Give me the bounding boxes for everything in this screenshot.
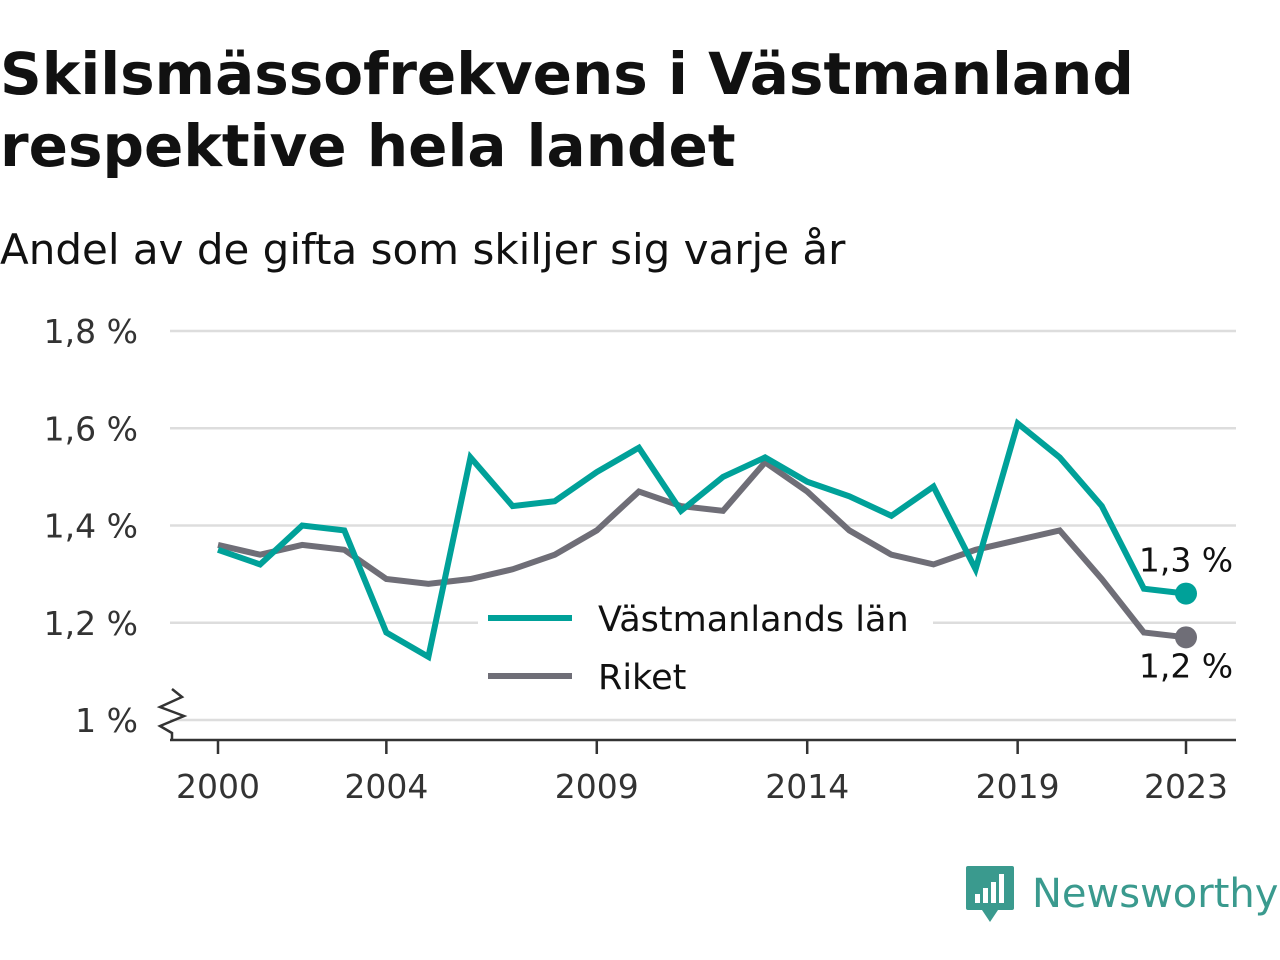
x-tick-label: 2014 (765, 767, 849, 806)
end-label-riket: 1,2 % (1139, 646, 1233, 685)
end-label-vastmanland: 1,3 % (1139, 541, 1233, 580)
newsworthy-logo-icon (966, 866, 1014, 922)
x-tick-label: 2019 (976, 767, 1060, 806)
end-point-riket (1175, 626, 1197, 649)
series-line-vastmanland (217, 418, 1187, 662)
grid-lines (170, 329, 1236, 722)
y-tick-label: 1,8 % (44, 312, 138, 351)
x-axis: 2000 2004 2009 2014 2019 2023 (170, 738, 1236, 806)
axis-break-icon (156, 688, 188, 740)
brand-name: Newsworthy (1032, 871, 1279, 917)
y-axis: 1 % 1,2 % 1,4 % 1,6 % 1,8 % (44, 312, 188, 740)
series-line-riket (217, 458, 1187, 641)
legend-label: Västmanlands län (598, 600, 909, 640)
y-tick-label: 1,6 % (44, 409, 138, 448)
y-tick-label: 1 % (75, 701, 138, 740)
brand: Newsworthy (964, 862, 1278, 926)
series-lines (217, 418, 1197, 662)
x-tick-label: 2009 (555, 767, 639, 806)
legend-label: Riket (598, 658, 686, 698)
y-tick-label: 1,2 % (44, 604, 138, 643)
legend-background (478, 590, 933, 710)
y-tick-label: 1,4 % (44, 507, 138, 546)
x-tick-label: 2004 (344, 767, 428, 806)
x-tick-label: 2000 (176, 767, 260, 806)
end-labels: 1,3 % 1,2 % (1139, 541, 1233, 686)
legend: Västmanlands län Riket (478, 590, 933, 710)
chart-title: Skilsmässofrekvens i Västmanland respekt… (0, 40, 1134, 180)
chart-subtitle: Andel av de gifta som skiljer sig varje … (0, 225, 846, 274)
end-point-vastmanland (1175, 582, 1197, 605)
x-tick-label: 2023 (1144, 767, 1228, 806)
